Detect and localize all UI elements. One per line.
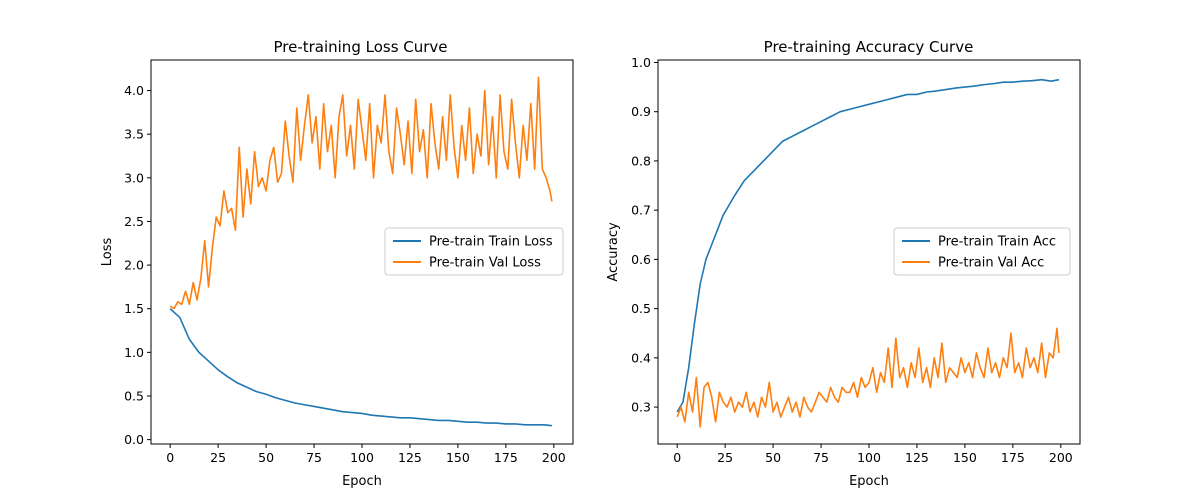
accuracy-x-tick-label: 200 xyxy=(1049,450,1073,465)
loss-legend: Pre-train Train Loss Pre-train Val Loss xyxy=(384,227,564,276)
loss-series xyxy=(169,76,553,427)
accuracy-chart: Pre-training Accuracy Curve 0 25 50 75 100 12… xyxy=(606,38,1081,489)
loss-x-ticks: 0 25 50 75 100 125 150 175 200 xyxy=(166,444,566,465)
loss-y-axis-label: Loss xyxy=(100,238,115,267)
accuracy-series-line-train xyxy=(676,78,1060,413)
loss-y-tick-label: 0.5 xyxy=(124,389,144,404)
accuracy-x-tick-label: 50 xyxy=(765,450,781,465)
accuracy-y-tick-label: 1.0 xyxy=(631,55,651,70)
accuracy-y-tick-label: 0.6 xyxy=(631,252,651,267)
loss-x-tick-label: 75 xyxy=(306,450,322,465)
accuracy-y-tick-label: 0.5 xyxy=(631,301,651,316)
loss-y-tick-label: 1.0 xyxy=(124,345,144,360)
accuracy-x-axis-label: Epoch xyxy=(849,474,889,489)
accuracy-x-ticks: 0 25 50 75 100 125 150 175 200 xyxy=(673,444,1073,465)
loss-x-tick-label: 125 xyxy=(398,450,422,465)
accuracy-y-tick-label: 0.3 xyxy=(631,400,651,415)
accuracy-x-tick-label: 100 xyxy=(857,450,881,465)
loss-x-tick-label: 25 xyxy=(210,450,226,465)
loss-legend-label: Pre-train Val Loss xyxy=(429,256,541,271)
accuracy-legend-label: Pre-train Train Acc xyxy=(938,235,1056,250)
loss-chart: Pre-training Loss Curve 0 25 50 75 100 125 150… xyxy=(100,38,574,489)
loss-legend-box xyxy=(384,227,564,276)
loss-y-ticks: 0.0 0.5 1.0 1.5 2.0 2.5 3.0 3.5 4.0 xyxy=(124,83,151,447)
accuracy-x-tick-label: 150 xyxy=(953,450,977,465)
accuracy-legend-label: Pre-train Val Acc xyxy=(938,256,1044,271)
loss-y-tick-label: 4.0 xyxy=(124,83,144,98)
accuracy-x-tick-label: 25 xyxy=(717,450,733,465)
accuracy-y-tick-label: 0.8 xyxy=(631,153,651,168)
accuracy-legend: Pre-train Train Acc Pre-train Val Acc xyxy=(893,227,1071,276)
loss-x-tick-label: 100 xyxy=(350,450,374,465)
loss-x-tick-label: 0 xyxy=(166,450,174,465)
loss-x-tick-label: 50 xyxy=(258,450,274,465)
loss-chart-title: Pre-training Loss Curve xyxy=(273,38,447,56)
accuracy-x-tick-label: 125 xyxy=(905,450,929,465)
accuracy-y-ticks: 0.3 0.4 0.5 0.6 0.7 0.8 0.9 1.0 xyxy=(631,55,658,415)
loss-series-line-train xyxy=(169,308,552,427)
accuracy-chart-title: Pre-training Accuracy Curve xyxy=(764,38,974,56)
accuracy-y-axis-label: Accuracy xyxy=(606,222,621,282)
loss-series-line-val xyxy=(169,76,553,310)
loss-legend-label: Pre-train Train Loss xyxy=(429,235,553,250)
accuracy-series xyxy=(676,78,1060,428)
accuracy-x-tick-label: 75 xyxy=(813,450,829,465)
accuracy-x-tick-label: 0 xyxy=(673,450,681,465)
loss-x-tick-label: 175 xyxy=(494,450,518,465)
loss-y-tick-label: 3.5 xyxy=(124,127,144,142)
loss-y-tick-label: 2.5 xyxy=(124,214,144,229)
loss-y-tick-label: 2.0 xyxy=(124,258,144,273)
loss-x-axis-label: Epoch xyxy=(342,474,382,489)
accuracy-legend-box xyxy=(893,227,1071,276)
loss-x-tick-label: 150 xyxy=(446,450,470,465)
loss-x-tick-label: 200 xyxy=(542,450,566,465)
loss-y-tick-label: 1.5 xyxy=(124,301,144,316)
loss-y-tick-label: 3.0 xyxy=(124,170,144,185)
accuracy-y-tick-label: 0.4 xyxy=(631,350,651,365)
accuracy-series-line-val xyxy=(676,327,1060,428)
loss-y-tick-label: 0.0 xyxy=(124,432,144,447)
accuracy-y-tick-label: 0.9 xyxy=(631,104,651,119)
accuracy-y-tick-label: 0.7 xyxy=(631,203,651,218)
accuracy-x-tick-label: 175 xyxy=(1001,450,1025,465)
